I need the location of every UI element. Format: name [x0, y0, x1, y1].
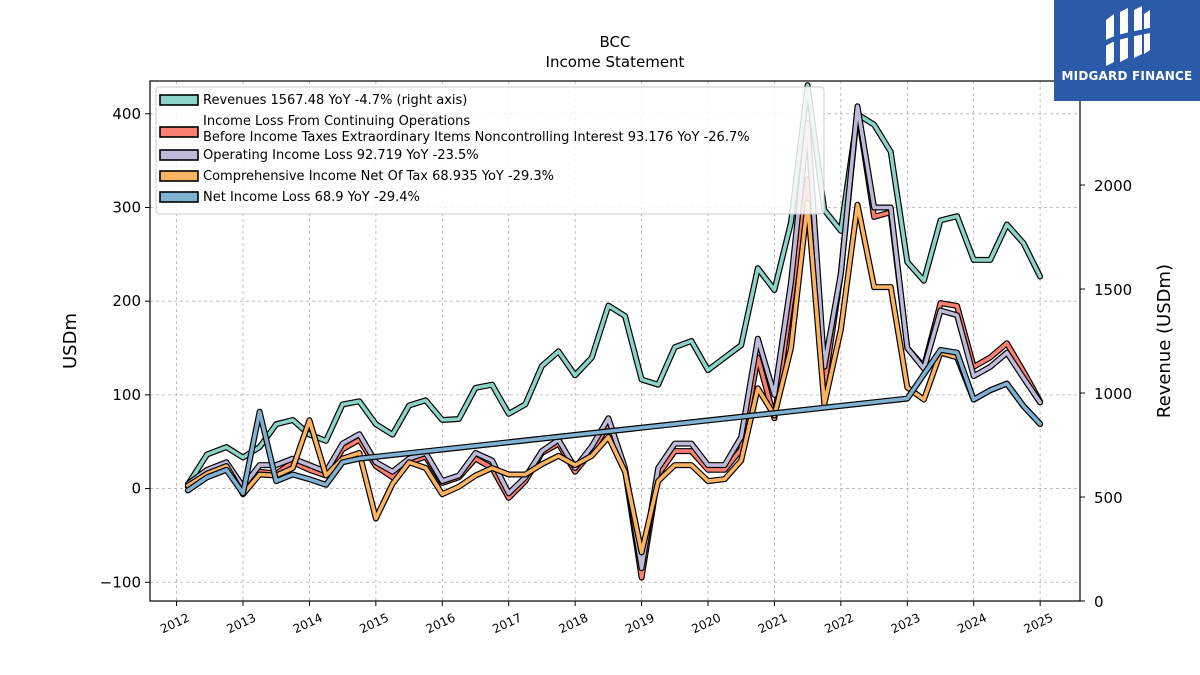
legend-label-4: Net Income Loss 68.9 YoY -29.4% [203, 190, 420, 205]
x-tick-label: 2014 [291, 611, 325, 637]
y-tick-label: 300 [112, 198, 141, 216]
brand-mark-icon [1102, 6, 1153, 66]
legend-label-0: Revenues 1567.48 YoY -4.7% (right axis) [203, 93, 467, 108]
legend-label-1: Before Income Taxes Extraordinary Items … [203, 130, 750, 145]
y-tick-label: 200 [112, 292, 141, 310]
x-tick-label: 2017 [490, 611, 524, 637]
y2-tick-label: 0 [1094, 593, 1104, 611]
legend-swatch-0 [159, 94, 199, 106]
y2-tick-label: 1000 [1094, 385, 1132, 403]
y-axis-label: USDm [60, 313, 81, 369]
legend-label-1: Income Loss From Continuing Operations [203, 114, 470, 129]
y-tick-label: 100 [112, 386, 141, 404]
legend: Revenues 1567.48 YoY -4.7% (right axis) I… [155, 86, 825, 215]
series-line-2 [186, 104, 1042, 570]
x-tick-label: 2015 [357, 611, 391, 637]
x-tick-label: 2024 [955, 611, 989, 637]
y2-tick-label: 2000 [1094, 177, 1132, 195]
series-layer [184, 82, 1044, 581]
y-tick-label: 400 [112, 105, 141, 123]
x-tick-label: 2020 [690, 611, 724, 637]
y2-tick-label: 500 [1094, 489, 1123, 507]
x-tick-label: 2019 [623, 611, 657, 637]
y-tick-label: 0 [131, 480, 141, 498]
y-axis-ticks: −100 0 100 200 300 400 [100, 105, 150, 591]
x-tick-label: 2018 [557, 611, 591, 637]
x-tick-label: 2022 [822, 611, 856, 637]
x-tick-label: 2025 [1022, 611, 1056, 637]
x-tick-label: 2021 [756, 611, 790, 637]
legend-swatch-4 [159, 191, 199, 203]
chart-title: BCC [600, 33, 631, 51]
x-tick-label: 2023 [889, 611, 923, 637]
brand-logo: MIDGARD FINANCE [1054, 0, 1200, 101]
y2-axis-ticks: 0 500 1000 1500 2000 [1080, 177, 1132, 611]
y-tick-label: −100 [100, 573, 141, 591]
legend-frame [155, 86, 825, 215]
x-tick-label: 2016 [424, 611, 458, 637]
y2-tick-label: 1500 [1094, 281, 1132, 299]
x-tick-label: 2012 [158, 611, 192, 637]
legend-swatch-1 [159, 126, 199, 138]
legend-swatch-3 [159, 170, 199, 182]
legend-swatch-2 [159, 149, 199, 161]
brand-name: MIDGARD FINANCE [1061, 69, 1193, 83]
legend-label-3: Comprehensive Income Net Of Tax 68.935 Y… [203, 169, 554, 184]
chart-subtitle: Income Statement [546, 53, 685, 71]
series-outline-3 [184, 199, 1044, 556]
y2-axis-label: Revenue (USDm) [1154, 264, 1175, 418]
plot-frame [149, 80, 1081, 602]
legend-label-2: Operating Income Loss 92.719 YoY -23.5% [203, 148, 479, 163]
series-line-0 [186, 83, 1042, 487]
series-line-3 [186, 201, 1042, 555]
x-tick-label: 2013 [225, 611, 259, 637]
x-axis-ticks: 2012 2013 2014 2015 2016 2017 2018 2019 2020 2021… [158, 601, 1055, 636]
series-line-4 [186, 348, 1042, 496]
